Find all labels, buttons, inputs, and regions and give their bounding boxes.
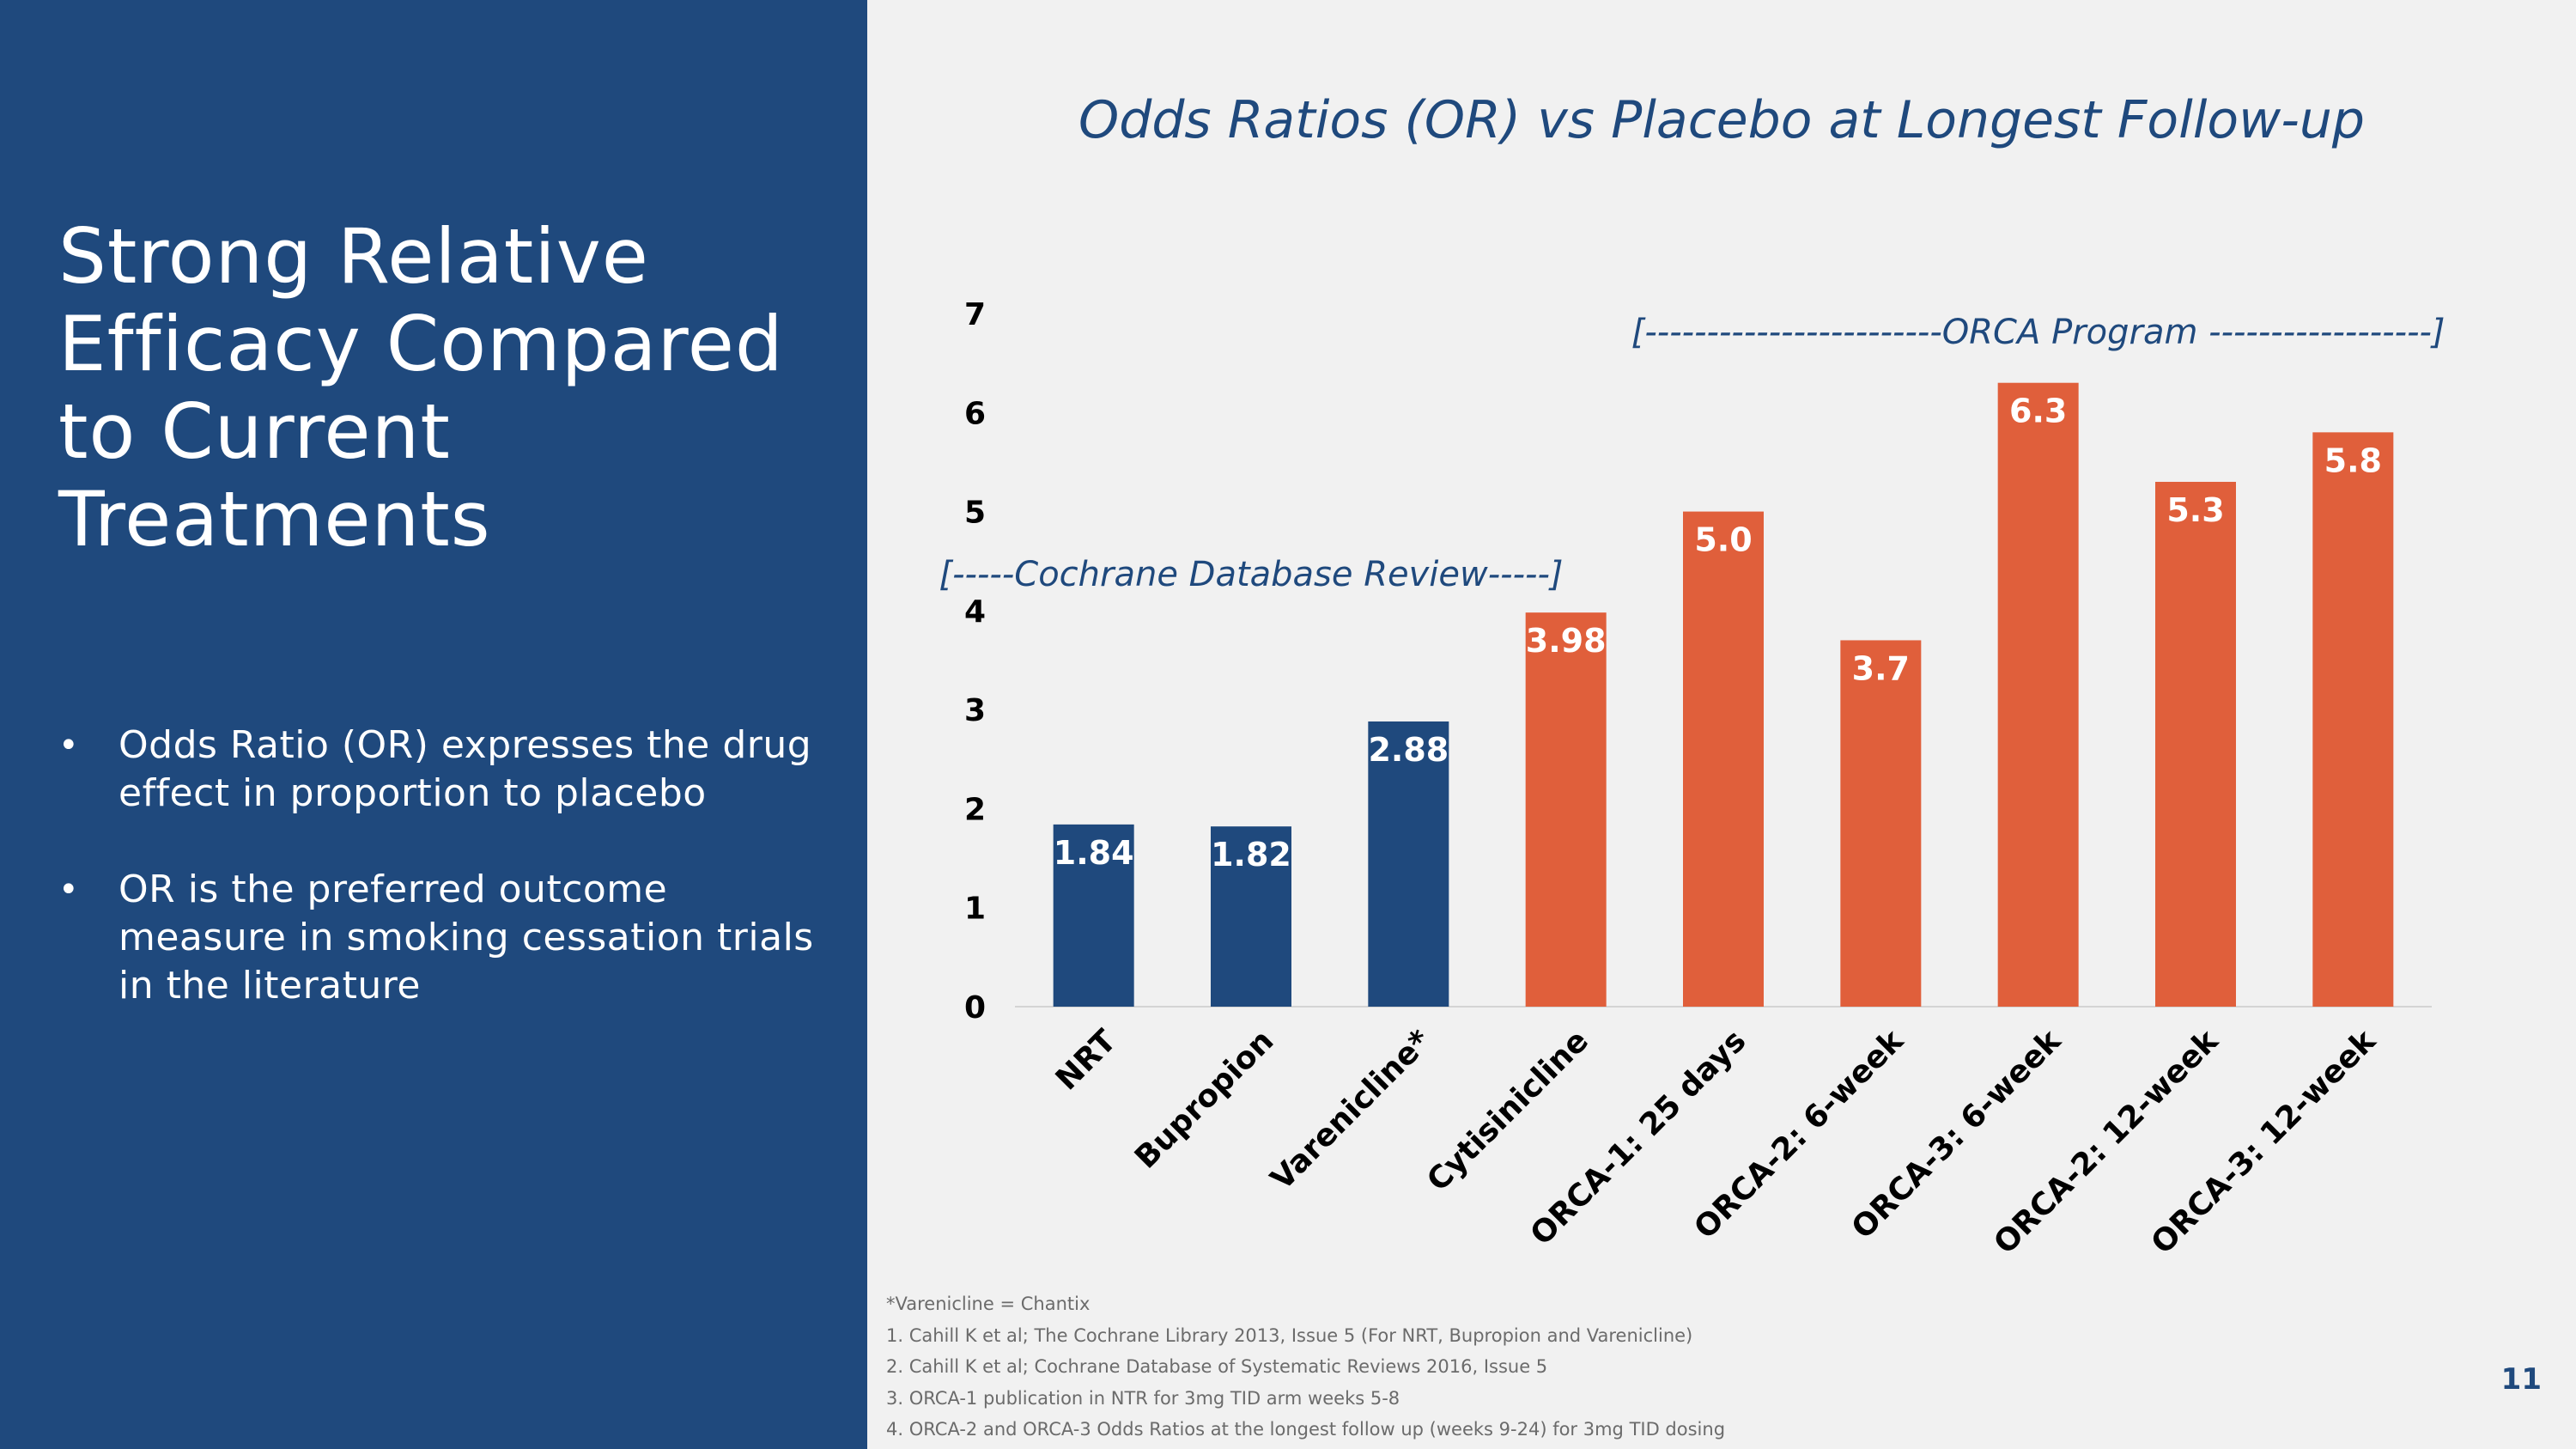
bar: [1525, 612, 1607, 1007]
y-tick-label: 5: [964, 496, 986, 531]
bullet-list: • Odds Ratio (OR) expresses the drug eff…: [58, 721, 814, 1058]
bracket-annotation: [-----Cochrane Database Review-----]: [939, 555, 1563, 594]
slide-title: Strong Relative Efficacy Compared to Cur…: [58, 212, 784, 563]
bar-value-label: 5.0: [1694, 521, 1752, 559]
bar: [1053, 824, 1134, 1007]
bullet-symbol: •: [58, 726, 80, 765]
bar: [1211, 826, 1291, 1007]
y-tick-label: 1: [964, 892, 986, 927]
footnote: 3. ORCA-1 publication in NTR for 3mg TID…: [886, 1387, 1400, 1409]
bar-value-label: 3.7: [1852, 649, 1910, 687]
bullet-item: • Odds Ratio (OR) expresses the drug eff…: [58, 721, 814, 818]
bar: [1997, 382, 2079, 1007]
bar-value-label: 3.98: [1526, 622, 1607, 660]
bullet-item: • OR is the preferred outcome measure in…: [58, 866, 814, 1010]
chart-title: Odds Ratios (OR) vs Placebo at Longest F…: [1078, 90, 2365, 150]
bullet-text: OR is the preferred outcome measure in s…: [118, 868, 814, 1008]
bar-value-label: 2.88: [1368, 731, 1449, 769]
footnote: 2. Cahill K et al; Cochrane Database of …: [886, 1356, 1548, 1377]
footnote: 1. Cahill K et al; The Cochrane Library …: [886, 1324, 1693, 1346]
bar-value-label: 5.8: [2324, 441, 2382, 479]
y-tick-label: 7: [964, 297, 986, 332]
x-tick-label: NRT: [1049, 1023, 1123, 1097]
footnotes: *Varenicline = Chantix 1. Cahill K et al…: [886, 1288, 2174, 1446]
bracket-annotation: [------------------------ORCA Program --…: [1631, 313, 2445, 352]
bar-value-label: 6.3: [2009, 393, 2067, 430]
y-tick-label: 0: [964, 990, 986, 1026]
bar: [1683, 511, 1764, 1007]
bar-value-label: 5.3: [2166, 491, 2224, 529]
footnote: 4. ORCA-2 and ORCA-3 Odds Ratios at the …: [886, 1419, 1726, 1440]
bar-value-label: 1.84: [1054, 834, 1134, 872]
y-tick-label: 6: [964, 396, 986, 431]
x-tick-label: Varenicline*: [1264, 1023, 1438, 1197]
x-tick-label: Bupropion: [1128, 1023, 1280, 1175]
y-tick-label: 4: [964, 594, 986, 630]
page-number: 11: [2500, 1362, 2542, 1397]
footnote: *Varenicline = Chantix: [886, 1294, 1091, 1314]
bar: [2312, 432, 2394, 1007]
y-tick-label: 2: [964, 792, 986, 827]
x-tick-label: Cytisinicline: [1420, 1023, 1595, 1198]
bar: [2155, 481, 2236, 1007]
bar-value-label: 1.82: [1211, 836, 1291, 874]
bar: [1840, 640, 1922, 1007]
bullet-text: Odds Ratio (OR) expresses the drug effec…: [118, 723, 812, 815]
bar: [1368, 721, 1449, 1007]
y-tick-label: 3: [964, 693, 986, 728]
bullet-symbol: •: [58, 870, 80, 910]
left-panel: [0, 0, 867, 1449]
